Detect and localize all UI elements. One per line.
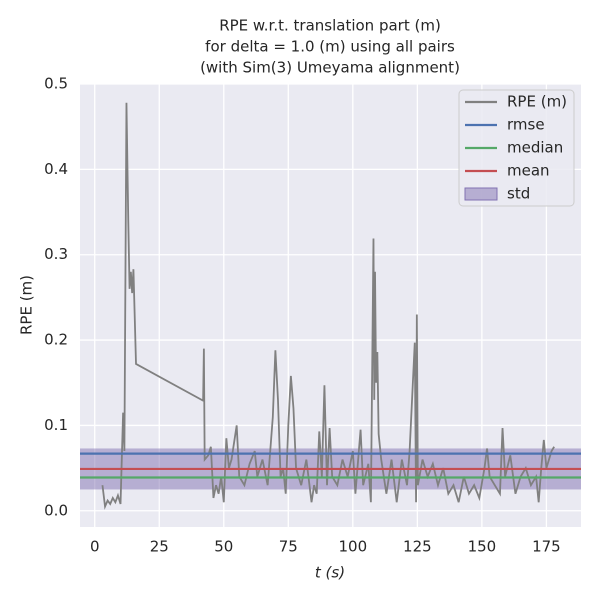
y-tick-label: 0.5 [44, 75, 68, 93]
legend-box [458, 89, 575, 207]
y-axis-label: RPE (m) [18, 275, 36, 335]
x-tick-label: 50 [214, 538, 233, 556]
chart-title: (with Sim(3) Umeyama alignment) [200, 59, 460, 77]
x-tick-label: 125 [403, 538, 432, 556]
chart-title: RPE w.r.t. translation part (m) [219, 17, 441, 35]
x-tick-label: 75 [279, 538, 298, 556]
y-tick-label: 0.4 [44, 160, 68, 178]
legend-label: RPE (m) [507, 93, 567, 111]
x-tick-label: 150 [468, 538, 497, 556]
x-axis-label: t (s) [315, 564, 345, 582]
y-tick-label: 0.1 [44, 416, 68, 434]
chart-title: for delta = 1.0 (m) using all pairs [205, 38, 455, 56]
data-line [101, 102, 555, 510]
legend-label: rmse [507, 116, 545, 134]
legend-label: std [507, 185, 530, 203]
x-tick-label: 0 [90, 538, 100, 556]
legend-swatch [464, 187, 498, 201]
x-tick-label: 175 [532, 538, 561, 556]
y-tick-label: 0.0 [44, 501, 68, 519]
legend-label: mean [507, 162, 550, 180]
legend-label: median [507, 139, 563, 157]
x-tick-label: 25 [150, 538, 169, 556]
y-tick-label: 0.2 [44, 331, 68, 349]
y-tick-label: 0.3 [44, 245, 68, 263]
x-tick-label: 100 [339, 538, 368, 556]
